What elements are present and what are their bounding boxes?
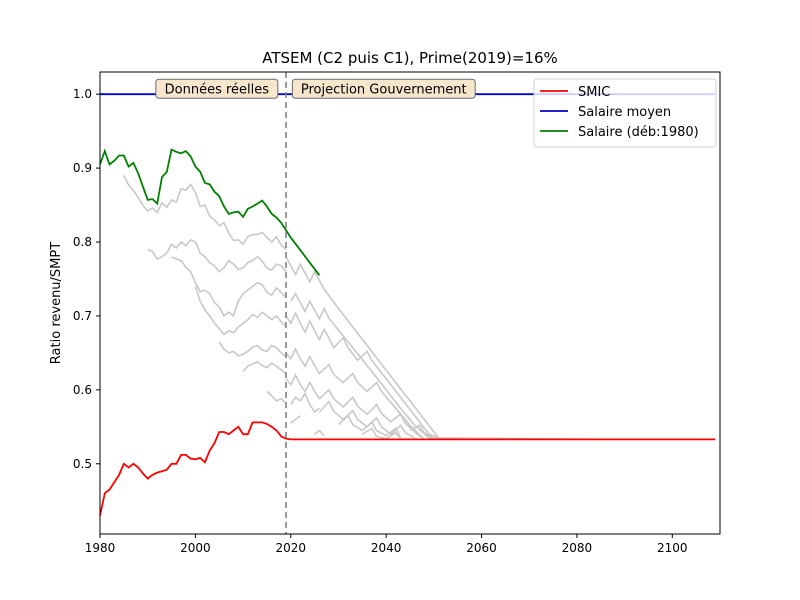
salaire-1980-line [99, 148, 321, 276]
cohort-line [171, 256, 287, 318]
legend-label: Salaire (déb:1980) [578, 125, 699, 140]
cohort-line [290, 391, 320, 414]
x-tick-label: 2060 [466, 541, 497, 555]
annotation-text: Données réelles [165, 82, 270, 97]
cohort-line [285, 311, 444, 441]
cohort-line [314, 429, 325, 437]
cohort-line [290, 415, 301, 424]
annotation-background [291, 78, 476, 99]
annotation-text: Projection Gouvernement [301, 82, 467, 97]
legend-label: Salaire moyen [578, 105, 671, 120]
y-tick-label: 0.9 [73, 161, 92, 175]
annotation-box: Données réelles [155, 78, 279, 99]
y-tick-label: 0.8 [73, 235, 92, 249]
plot-frame [99, 71, 721, 535]
legend-frame [533, 78, 717, 148]
legend-label: SMIC [578, 85, 610, 100]
x-tick-label: 2000 [180, 541, 211, 555]
annotations: Données réelles Projection Gouvernement [155, 78, 476, 99]
legend: SMIC Salaire moyen Salaire (déb:1980) [533, 78, 717, 148]
y-tick-label: 1.0 [73, 87, 92, 101]
y-tick-label: 0.6 [73, 383, 92, 397]
y-axis-label: Ratio revenu/SMPT [49, 242, 64, 364]
chart-title: ATSEM (C2 puis C1), Prime(2019)=16% [262, 49, 558, 67]
cohort-line [409, 424, 435, 440]
cohort-line [285, 256, 606, 441]
x-axis: 1980 2000 2020 2040 2060 2080 2100 [85, 534, 688, 555]
annotation-background [155, 78, 279, 99]
cohort-line [218, 341, 287, 358]
x-tick-label: 2080 [562, 541, 593, 555]
cohort-line [147, 238, 287, 273]
cohort-line [242, 360, 287, 375]
cohort-line [290, 292, 473, 441]
x-tick-label: 2100 [657, 541, 688, 555]
x-tick-label: 2040 [371, 541, 402, 555]
annotation-box: Projection Gouvernement [291, 78, 476, 99]
x-tick-label: 1980 [85, 541, 116, 555]
smic-line [99, 421, 716, 516]
cohort-line [361, 427, 402, 440]
y-tick-label: 0.5 [73, 457, 92, 471]
cohort-line [266, 390, 287, 404]
cohort-line [194, 286, 287, 336]
cohort-lines [123, 175, 606, 441]
x-tick-label: 2020 [275, 541, 306, 555]
y-axis: 0.5 0.6 0.7 0.8 0.9 1.0 [73, 87, 100, 471]
y-tick-label: 0.7 [73, 309, 92, 323]
cohort-line [285, 373, 425, 441]
cohort-line [285, 347, 425, 440]
cohort-line [337, 414, 402, 438]
cohort-line [123, 175, 287, 250]
